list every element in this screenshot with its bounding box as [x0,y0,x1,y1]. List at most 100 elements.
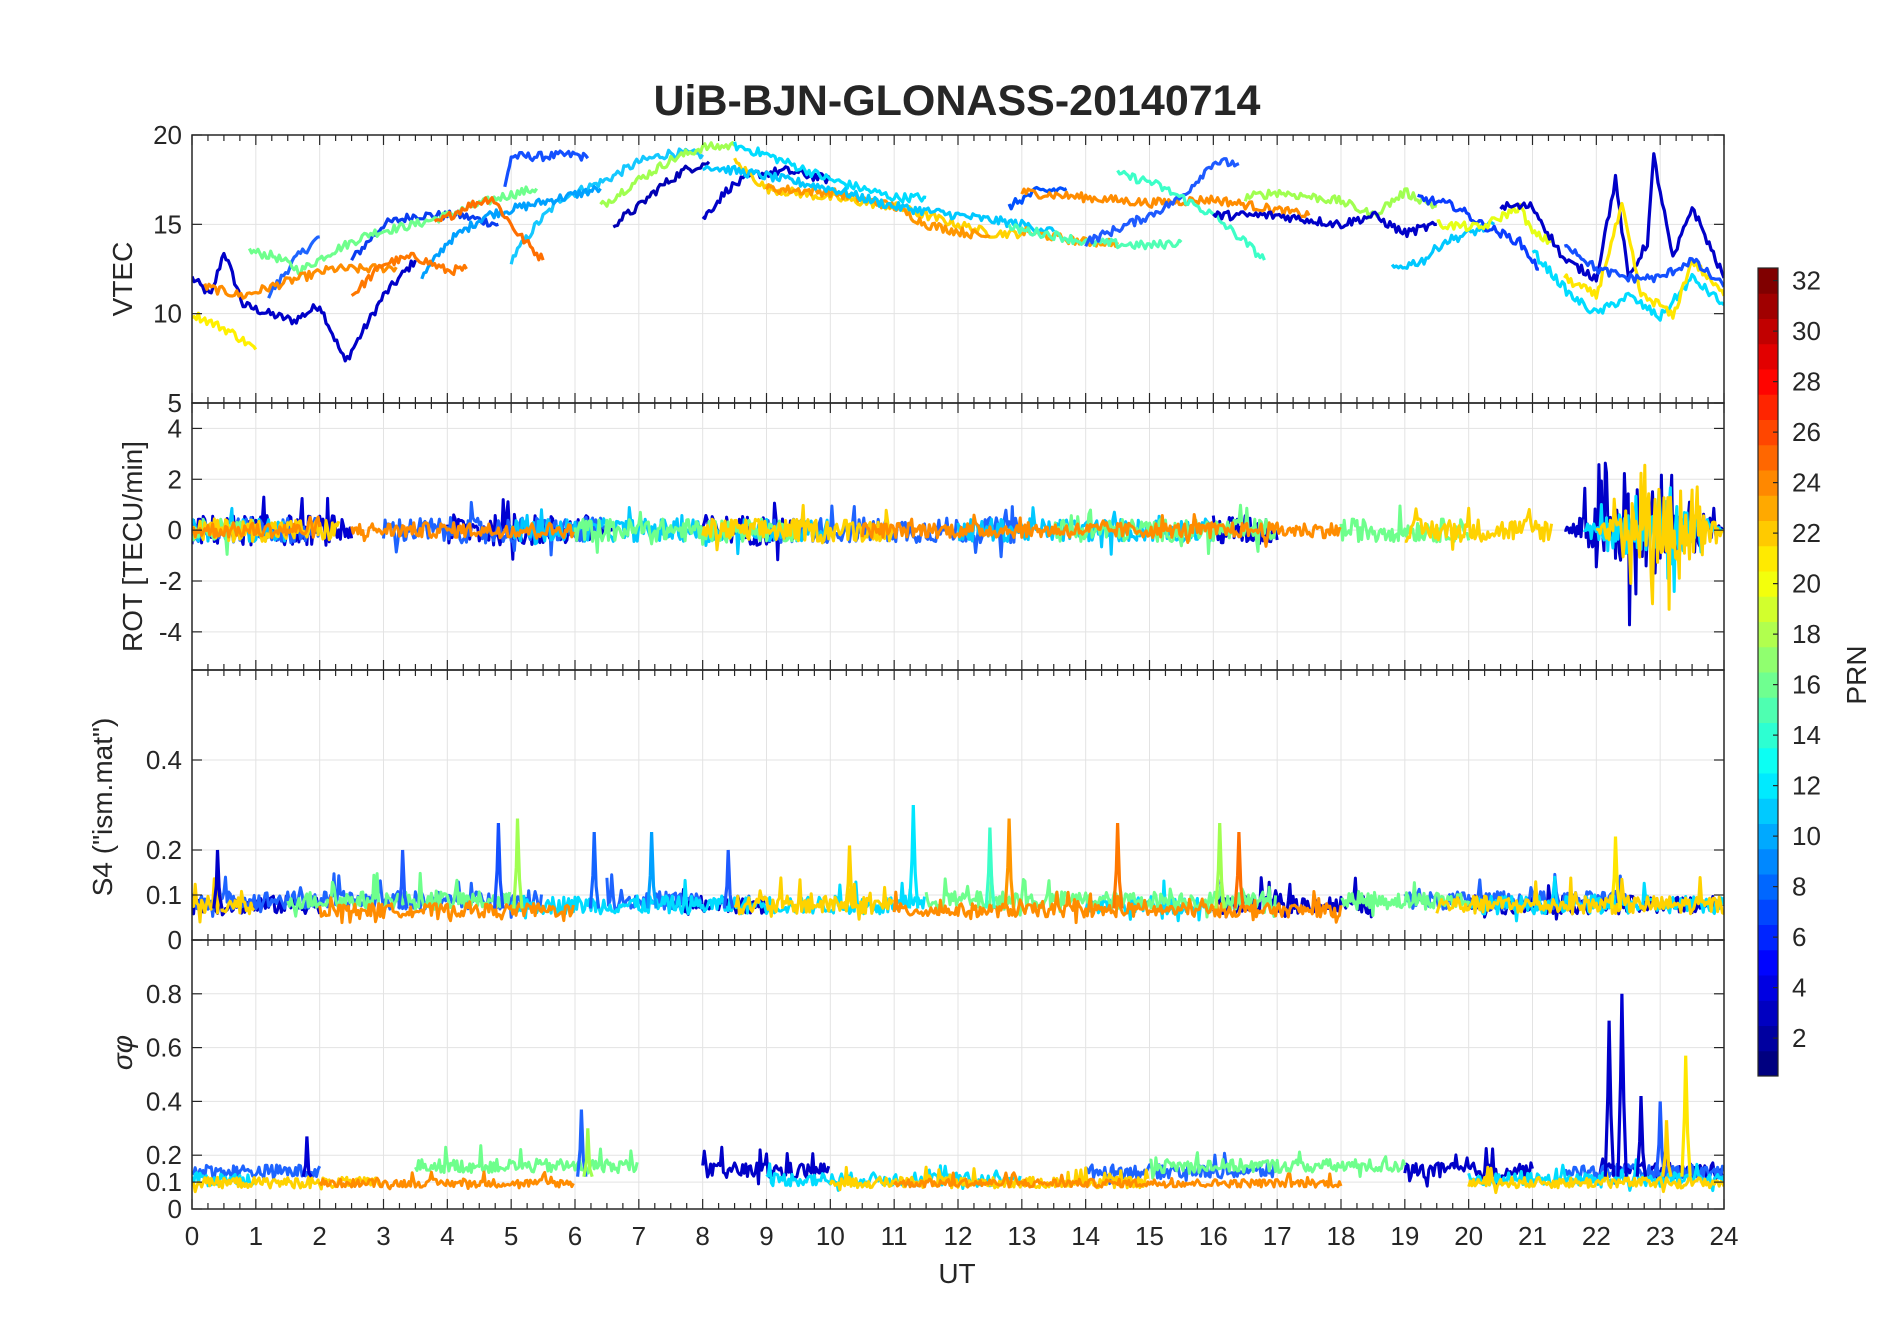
s4-peak [722,849,735,909]
colorbar-frame [1757,267,1779,1077]
vtec-series-15 [733,157,1023,240]
sigma-peak [582,1128,594,1178]
colorbar-tick-label: 26 [1792,417,1821,447]
vtec-series-29 [1499,152,1724,283]
colorbar-tick-label: 10 [1792,821,1821,851]
colorbar-cell [1758,1025,1778,1052]
rot-series-3 [1052,503,1279,555]
colorbar-tick-label: 8 [1792,872,1806,902]
x-tick-label: 19 [1390,1221,1419,1251]
sigma-peak [1603,1020,1616,1177]
colorbar-tick-label: 16 [1792,670,1821,700]
colorbar-cell [1758,369,1778,395]
rot-series-4 [1404,506,1554,551]
colorbar-cell [1758,747,1778,774]
s4-peak [493,822,505,909]
x-tick-label: 15 [1135,1221,1164,1251]
sigma-peak [301,1136,313,1178]
x-tick-label: 10 [816,1221,845,1251]
colorbar-cell [1758,899,1778,925]
s4-peak [1610,836,1622,909]
y-tick-label: 2 [168,464,182,494]
x-tick-label: 3 [376,1221,390,1251]
y-tick-label: 5 [168,388,182,418]
x-tick-label: 12 [944,1221,973,1251]
colorbar-cell [1758,697,1778,723]
vtec-series-25 [1212,209,1437,239]
colorbar-tick-label: 12 [1792,771,1821,801]
chart-title: UiB-BJN-GLONASS-20140714 [654,77,1261,125]
vtec-series-17 [701,164,1056,234]
rot-series-5 [192,515,322,539]
x-tick-label: 14 [1071,1221,1100,1251]
sigma-peak [1661,1120,1673,1178]
plot-area [192,141,1724,363]
colorbar-cell [1758,672,1778,698]
vtec-series-4 [509,147,705,265]
x-tick-label: 2 [312,1221,326,1251]
x-tick-label: 24 [1710,1221,1739,1251]
colorbar-cell [1758,949,1778,976]
vtec-series-1 [267,235,320,299]
sigma-series-3 [1149,1150,1407,1180]
colorbar-cell [1758,722,1778,749]
y-axis-label: ROT [TECU/min] [117,441,148,652]
sigma-series-3 [414,1144,639,1175]
x-tick-label: 1 [249,1221,263,1251]
grid [191,134,1725,404]
x-tick-label: 23 [1646,1221,1675,1251]
plot-area [192,461,1724,627]
s4-series-4 [733,876,894,921]
y-tick-label: 0.1 [146,1167,182,1197]
s4-series-5 [318,896,575,925]
colorbar-cell [1758,318,1778,345]
colorbar-cell [1758,495,1778,521]
s4-peak [1233,831,1245,909]
colorbar-cell [1758,874,1778,900]
vtec-series-12 [612,160,711,229]
x-tick-label: 13 [1007,1221,1036,1251]
y-tick-label: 0.2 [146,1140,182,1170]
sigma-peak [1635,1095,1648,1177]
y-tick-label: 10 [153,299,182,329]
x-axis-label: UT [938,1258,975,1289]
sigma-series-0 [701,1145,831,1186]
rot-series-5 [350,521,575,543]
rot-spike-series-2 [1595,463,1724,611]
colorbar-cell [1758,924,1778,951]
x-tick-label: 18 [1327,1221,1356,1251]
plot-area [192,993,1724,1195]
colorbar-tick-label: 2 [1792,1023,1806,1053]
colorbar-tick-label: 6 [1792,922,1806,952]
vtec-series-21 [1007,223,1183,251]
s4-peak [907,804,920,909]
x-tick-label: 20 [1454,1221,1483,1251]
y-tick-label: 0.8 [146,979,182,1009]
y-tick-label: 0.4 [146,745,182,775]
panel-vtec: 5 10 15 20 VTEC [107,120,1725,418]
y-tick-label: 15 [153,209,182,239]
y-tick-label: 0.6 [146,1033,182,1063]
colorbar-cell [1758,848,1778,875]
colorbar-tick-label: 28 [1792,367,1821,397]
x-tick-label: 6 [568,1221,582,1251]
y-tick-label: 0.1 [146,880,182,910]
x-tick-label: 5 [504,1221,518,1251]
s4-peak [646,831,658,909]
colorbar-cell [1758,773,1778,799]
colorbar-cell [1758,520,1778,547]
y-axis-label: VTEC [107,242,138,317]
s4-series-3 [1340,881,1471,917]
s4-series-4 [1435,876,1724,916]
sigma-peak [1680,1055,1692,1177]
colorbar-cell [1758,823,1778,850]
y-tick-label: 0 [168,515,182,545]
vtec-series-14 [733,141,927,204]
s4-peak [1214,822,1226,909]
s4-peak [397,849,409,909]
x-tick-label: 7 [632,1221,646,1251]
rot-series-3 [573,510,799,554]
x-tick-label: 21 [1518,1221,1547,1251]
